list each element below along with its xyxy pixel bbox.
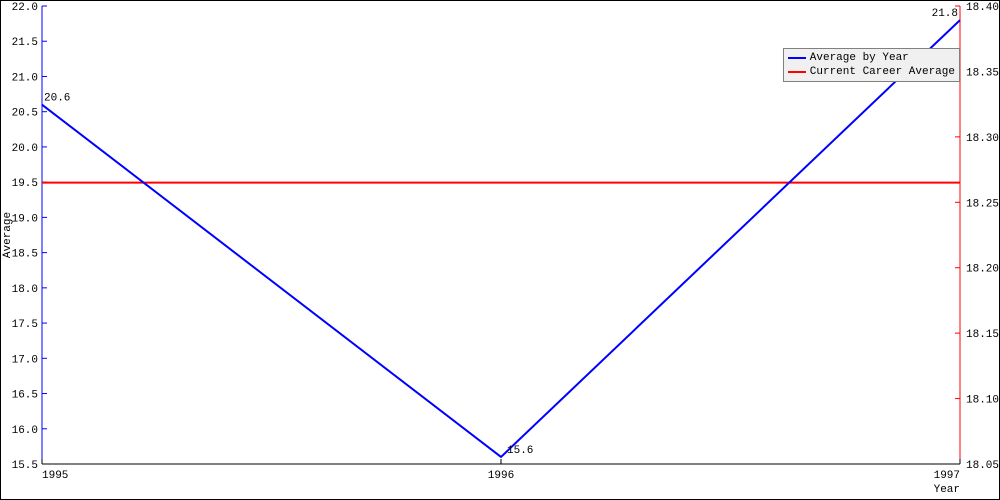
- svg-text:1997: 1997: [934, 470, 960, 482]
- svg-text:17.5: 17.5: [12, 319, 38, 331]
- svg-text:17.0: 17.0: [12, 354, 38, 366]
- svg-text:20.5: 20.5: [12, 108, 38, 120]
- svg-text:Year: Year: [934, 484, 960, 496]
- line-chart: 15.5 16.0 16.5 17.0 17.5 18.0 18.5 19.0 19.5 20.0…: [0, 0, 1000, 500]
- svg-text:18.05: 18.05: [966, 460, 999, 472]
- svg-text:Average: Average: [2, 212, 14, 258]
- svg-text:18.40: 18.40: [966, 2, 999, 14]
- svg-text:19.0: 19.0: [12, 213, 38, 225]
- svg-text:18.15: 18.15: [966, 329, 999, 341]
- svg-text:21.0: 21.0: [12, 72, 38, 84]
- svg-text:1996: 1996: [488, 470, 514, 482]
- legend-swatch-career: [788, 71, 806, 73]
- svg-text:20.6: 20.6: [44, 93, 70, 105]
- svg-text:18.0: 18.0: [12, 284, 38, 296]
- legend-label-career: Current Career Average: [810, 65, 955, 79]
- svg-text:18.5: 18.5: [12, 249, 38, 261]
- legend-item-year: Average by Year: [788, 51, 955, 65]
- legend: Average by Year Current Career Average: [783, 48, 960, 82]
- svg-text:18.35: 18.35: [966, 67, 999, 79]
- svg-text:19.5: 19.5: [12, 178, 38, 190]
- legend-item-career: Current Career Average: [788, 65, 955, 79]
- svg-text:21.8: 21.8: [932, 8, 958, 20]
- legend-label-year: Average by Year: [810, 51, 909, 65]
- svg-text:22.0: 22.0: [12, 2, 38, 14]
- svg-text:18.30: 18.30: [966, 133, 999, 145]
- svg-text:1995: 1995: [42, 470, 68, 482]
- svg-text:15.5: 15.5: [12, 460, 38, 472]
- svg-text:18.10: 18.10: [966, 395, 999, 407]
- svg-text:18.20: 18.20: [966, 264, 999, 276]
- svg-text:18.25: 18.25: [966, 198, 999, 210]
- svg-text:16.5: 16.5: [12, 390, 38, 402]
- legend-swatch-year: [788, 57, 806, 59]
- svg-text:16.0: 16.0: [12, 425, 38, 437]
- svg-text:21.5: 21.5: [12, 37, 38, 49]
- svg-text:20.0: 20.0: [12, 143, 38, 155]
- svg-text:15.6: 15.6: [507, 445, 533, 457]
